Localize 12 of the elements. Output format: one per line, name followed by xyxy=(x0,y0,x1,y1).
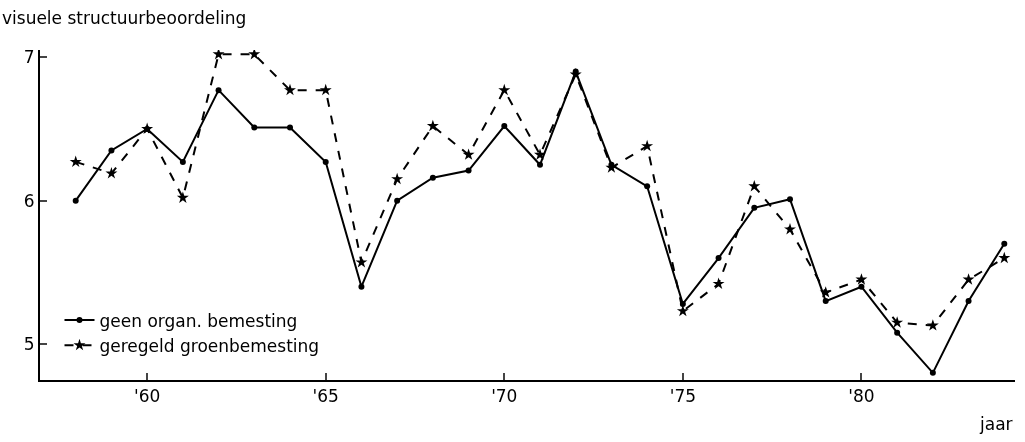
x-tick-label: '75 xyxy=(669,386,697,407)
x-tick-label: '70 xyxy=(491,386,518,407)
legend-label: geregeld groenbemesting xyxy=(99,335,320,356)
y-tick-label: 6 xyxy=(23,190,35,211)
x-tick-label: '60 xyxy=(133,386,161,407)
y-tick-label: 5 xyxy=(23,334,35,355)
y-axis-title: visuele structuurbeoordeling xyxy=(2,8,247,28)
x-tick-label: '80 xyxy=(848,386,875,407)
x-axis-title: jaar xyxy=(979,414,1013,434)
y-tick-label: 7 xyxy=(23,47,35,68)
x-tick-label: '65 xyxy=(312,386,339,407)
legend-label: geen organ. bemesting xyxy=(99,310,298,331)
